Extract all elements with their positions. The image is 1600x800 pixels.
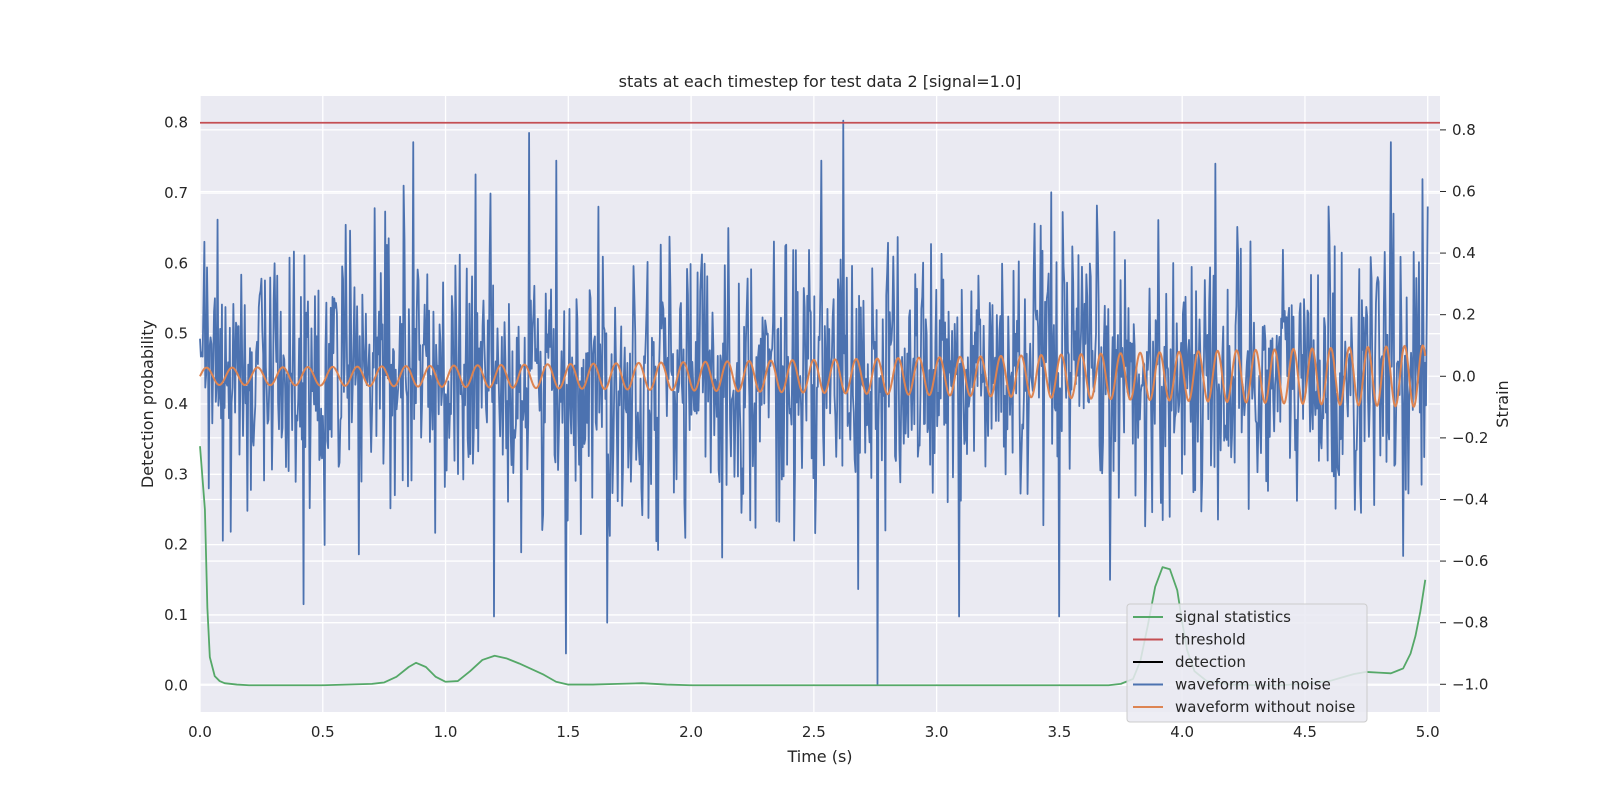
y-left-tick-label: 0.4	[164, 395, 188, 413]
y-left-tick-label: 0.3	[164, 465, 188, 483]
tick-labels: 0.0 0.5 1.0 1.5 2.0 2.5 3.0 3.5 4.0 4.5 5.0 0.0 0.1 0…	[164, 114, 1488, 741]
x-tick-label: 5.0	[1416, 723, 1440, 741]
x-tick-label: 2.5	[802, 723, 826, 741]
y-right-tick-label: 0.6	[1452, 182, 1476, 200]
y-right-tick-label: −1.0	[1452, 675, 1488, 693]
x-tick-label: 3.5	[1047, 723, 1071, 741]
legend: signal statistics threshold detection wavef…	[1126, 603, 1368, 723]
chart-title: stats at each timestep for test data 2 […	[619, 72, 1022, 91]
legend-entry-label: waveform with noise	[1175, 676, 1331, 694]
x-axis-label: Time (s)	[786, 747, 852, 766]
y-right-tick-label: −0.4	[1452, 490, 1488, 508]
legend-entry-label: threshold	[1175, 631, 1246, 649]
x-tick-label: 1.0	[434, 723, 458, 741]
x-tick-label: 4.5	[1293, 723, 1317, 741]
y-right-tick-label: −0.6	[1452, 552, 1488, 570]
y-right-tick-label: −0.8	[1452, 614, 1488, 632]
x-tick-label: 2.0	[679, 723, 703, 741]
y-left-tick-label: 0.0	[164, 676, 188, 694]
y-axis-left-label: Detection probability	[138, 320, 157, 488]
y-left-tick-label: 0.5	[164, 325, 188, 343]
x-tick-label: 1.5	[556, 723, 580, 741]
y-left-tick-label: 0.6	[164, 254, 188, 272]
y-right-tick-label: 0.0	[1452, 367, 1476, 385]
x-tick-label: 0.5	[311, 723, 335, 741]
y-left-tick-label: 0.8	[164, 114, 188, 132]
y-right-tick-label: 0.2	[1452, 306, 1476, 324]
series-waveform-without-noise	[199, 344, 1427, 408]
legend-entry-label: detection	[1175, 653, 1246, 671]
x-tick-label: 0.0	[188, 723, 212, 741]
legend-entry-label: signal statistics	[1175, 608, 1291, 626]
y-left-tick-label: 0.2	[164, 536, 188, 554]
y-right-tick-label: 0.8	[1452, 121, 1476, 139]
y-right-tick-label: −0.2	[1452, 429, 1488, 447]
y-left-tick-label: 0.1	[164, 606, 188, 624]
legend-entry-label: waveform without noise	[1175, 698, 1355, 716]
y-axis-right-label: Strain	[1493, 380, 1512, 427]
x-tick-label: 4.0	[1170, 723, 1194, 741]
legend-frame	[1126, 603, 1368, 723]
y-left-tick-label: 0.7	[164, 184, 188, 202]
y-right-tick-label: 0.4	[1452, 244, 1476, 262]
series-waveform-with-noise	[199, 119, 1429, 686]
x-tick-label: 3.0	[925, 723, 949, 741]
